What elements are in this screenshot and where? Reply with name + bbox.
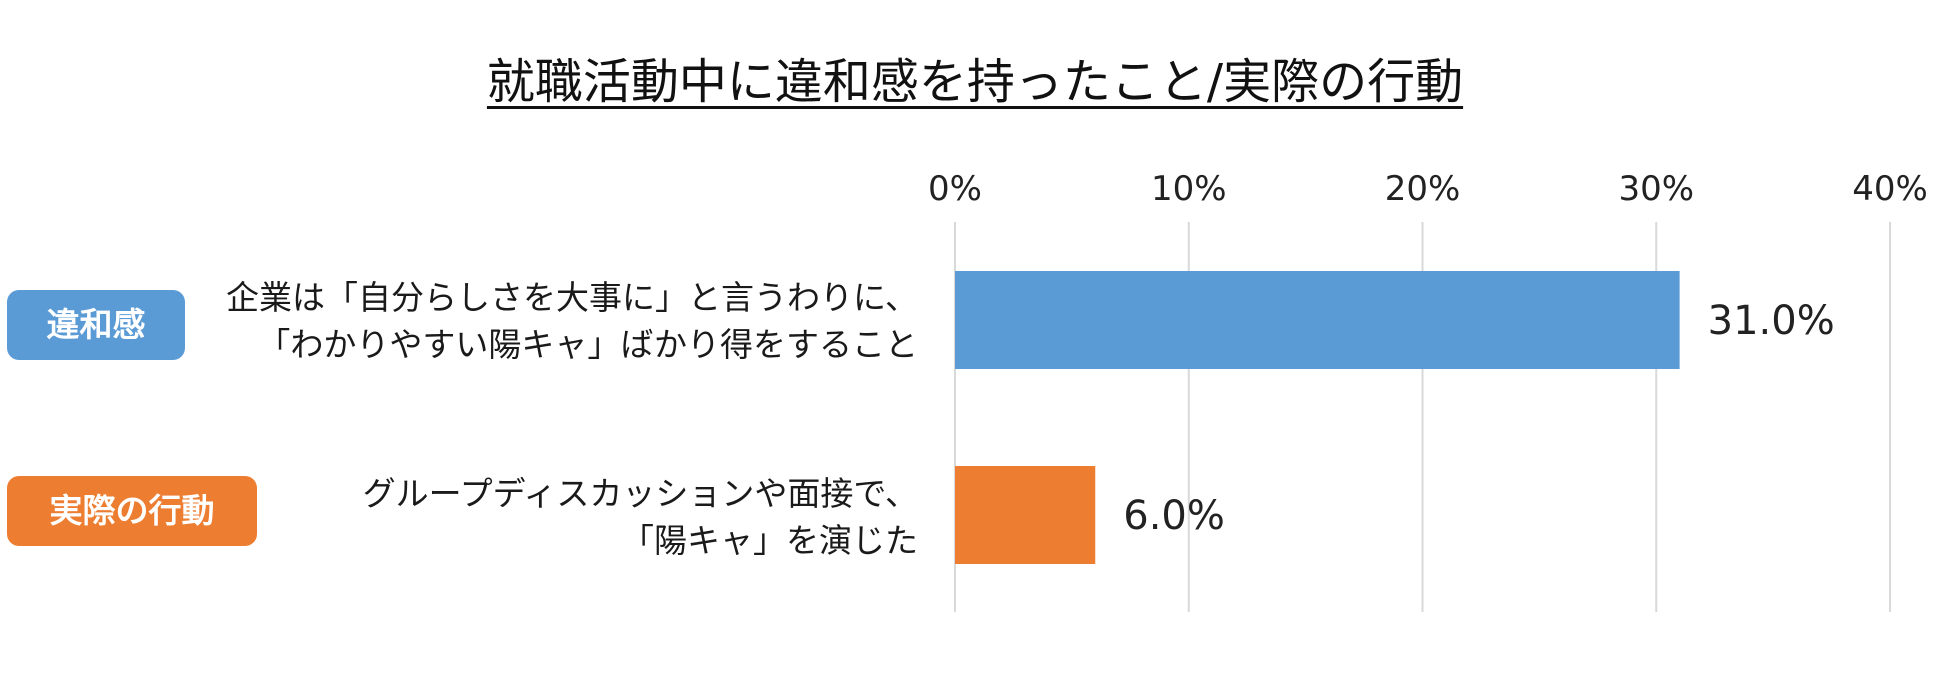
x-tick-label-20: 20%	[1385, 169, 1461, 209]
bar-2	[955, 466, 1096, 564]
bar-1	[955, 271, 1680, 369]
x-tick-label-40: 40%	[1852, 169, 1928, 209]
category-label-action-line-1: グループディスカッションや面接で、	[362, 474, 918, 513]
data-label-1: 31.0%	[1708, 298, 1835, 344]
category-tag-iwakan: 違和感	[7, 290, 185, 360]
category-label-iwakan: 企業は「自分らしさを大事に」と言うわりに、 「わかりやすい陽キャ」ばかり得をする…	[226, 274, 918, 368]
category-label-iwakan-line-2: 「わかりやすい陽キャ」ばかり得をすること	[257, 325, 918, 364]
x-tick-label-0: 0%	[928, 169, 982, 209]
category-label-action: グループディスカッションや面接で、 「陽キャ」を演じた	[363, 470, 918, 564]
data-label-2: 6.0%	[1123, 493, 1225, 539]
x-tick-label-10: 10%	[1151, 169, 1227, 209]
x-tick-label-30: 30%	[1618, 169, 1694, 209]
category-label-iwakan-line-1: 企業は「自分らしさを大事に」と言うわりに、	[225, 278, 918, 317]
category-tag-action: 実際の行動	[7, 476, 257, 546]
chart-title: 就職活動中に違和感を持ったこと/実際の行動	[486, 54, 1464, 110]
category-label-action-line-2: 「陽キャ」を演じた	[621, 521, 918, 560]
